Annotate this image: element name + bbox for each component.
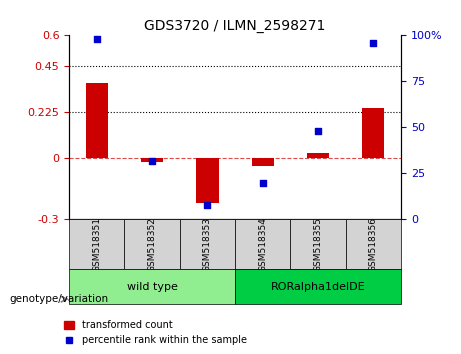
Bar <box>196 158 219 203</box>
Bar <box>141 158 163 162</box>
Title: GDS3720 / ILMN_2598271: GDS3720 / ILMN_2598271 <box>144 19 326 33</box>
Bar <box>252 158 274 166</box>
Legend: transformed count, percentile rank within the sample: transformed count, percentile rank withi… <box>60 316 250 349</box>
Text: GSM518352: GSM518352 <box>148 217 157 272</box>
Text: GSM518351: GSM518351 <box>92 217 101 272</box>
Bar <box>86 84 108 158</box>
Text: RORalpha1delDE: RORalpha1delDE <box>271 282 366 292</box>
Point <box>259 180 266 185</box>
Bar <box>307 153 329 158</box>
Text: GSM518356: GSM518356 <box>369 217 378 272</box>
Point <box>204 202 211 207</box>
Point <box>148 158 156 164</box>
FancyBboxPatch shape <box>180 219 235 269</box>
FancyBboxPatch shape <box>290 219 346 269</box>
FancyBboxPatch shape <box>235 219 290 269</box>
Text: GSM518355: GSM518355 <box>313 217 323 272</box>
FancyBboxPatch shape <box>235 269 401 304</box>
Point <box>370 40 377 46</box>
Text: genotype/variation: genotype/variation <box>9 294 108 304</box>
FancyBboxPatch shape <box>124 219 180 269</box>
Text: GSM518354: GSM518354 <box>258 217 267 272</box>
FancyBboxPatch shape <box>69 219 124 269</box>
Point <box>93 36 100 42</box>
Point <box>314 128 322 134</box>
FancyBboxPatch shape <box>346 219 401 269</box>
Text: wild type: wild type <box>127 282 177 292</box>
FancyBboxPatch shape <box>69 269 235 304</box>
Text: GSM518353: GSM518353 <box>203 217 212 272</box>
Bar <box>362 108 384 158</box>
